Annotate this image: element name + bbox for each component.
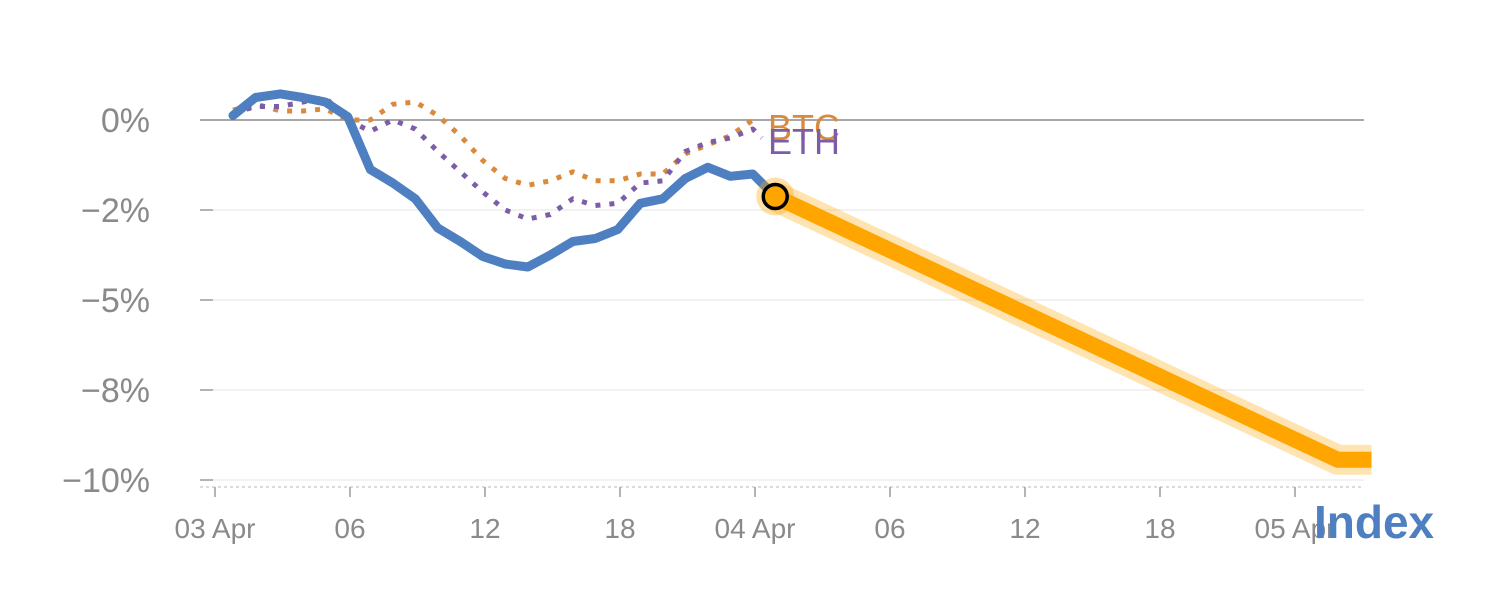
y-tick-label: −10% [62, 462, 150, 500]
series-lines [228, 89, 1372, 475]
x-tick-label: 06 [334, 513, 365, 544]
x-tick-label: 03 Apr [175, 513, 256, 544]
y-tick-label: −8% [81, 372, 150, 410]
series-line-eth [232, 95, 764, 222]
x-tick-label: 18 [604, 513, 635, 544]
x-tick-label: 12 [469, 513, 500, 544]
x-tick-label: 05 Apr [1255, 513, 1336, 544]
x-tick-label: 12 [1009, 513, 1040, 544]
series-line-btc [232, 99, 755, 188]
x-tick-label: 06 [874, 513, 905, 544]
x-tick-label: 18 [1144, 513, 1175, 544]
y-tick-label: −5% [81, 282, 150, 320]
series-labels: BTC ETH Index [768, 107, 1435, 548]
y-tick-label: 0% [101, 102, 150, 140]
series-label-index: Index [1314, 496, 1435, 548]
highlight-marker [761, 182, 789, 211]
y-tick-label: −2% [81, 192, 150, 230]
projection-line [771, 189, 1372, 468]
x-tick-label: 04 Apr [715, 513, 796, 544]
series-label-eth: ETH [768, 121, 840, 162]
axes: 0% −2% −5% −8% −10% 03 Apr 06 12 18 04 Apr 06 12 18 0… [62, 102, 1364, 544]
series-line-index [228, 89, 780, 272]
series-label-btc: BTC [768, 107, 840, 148]
